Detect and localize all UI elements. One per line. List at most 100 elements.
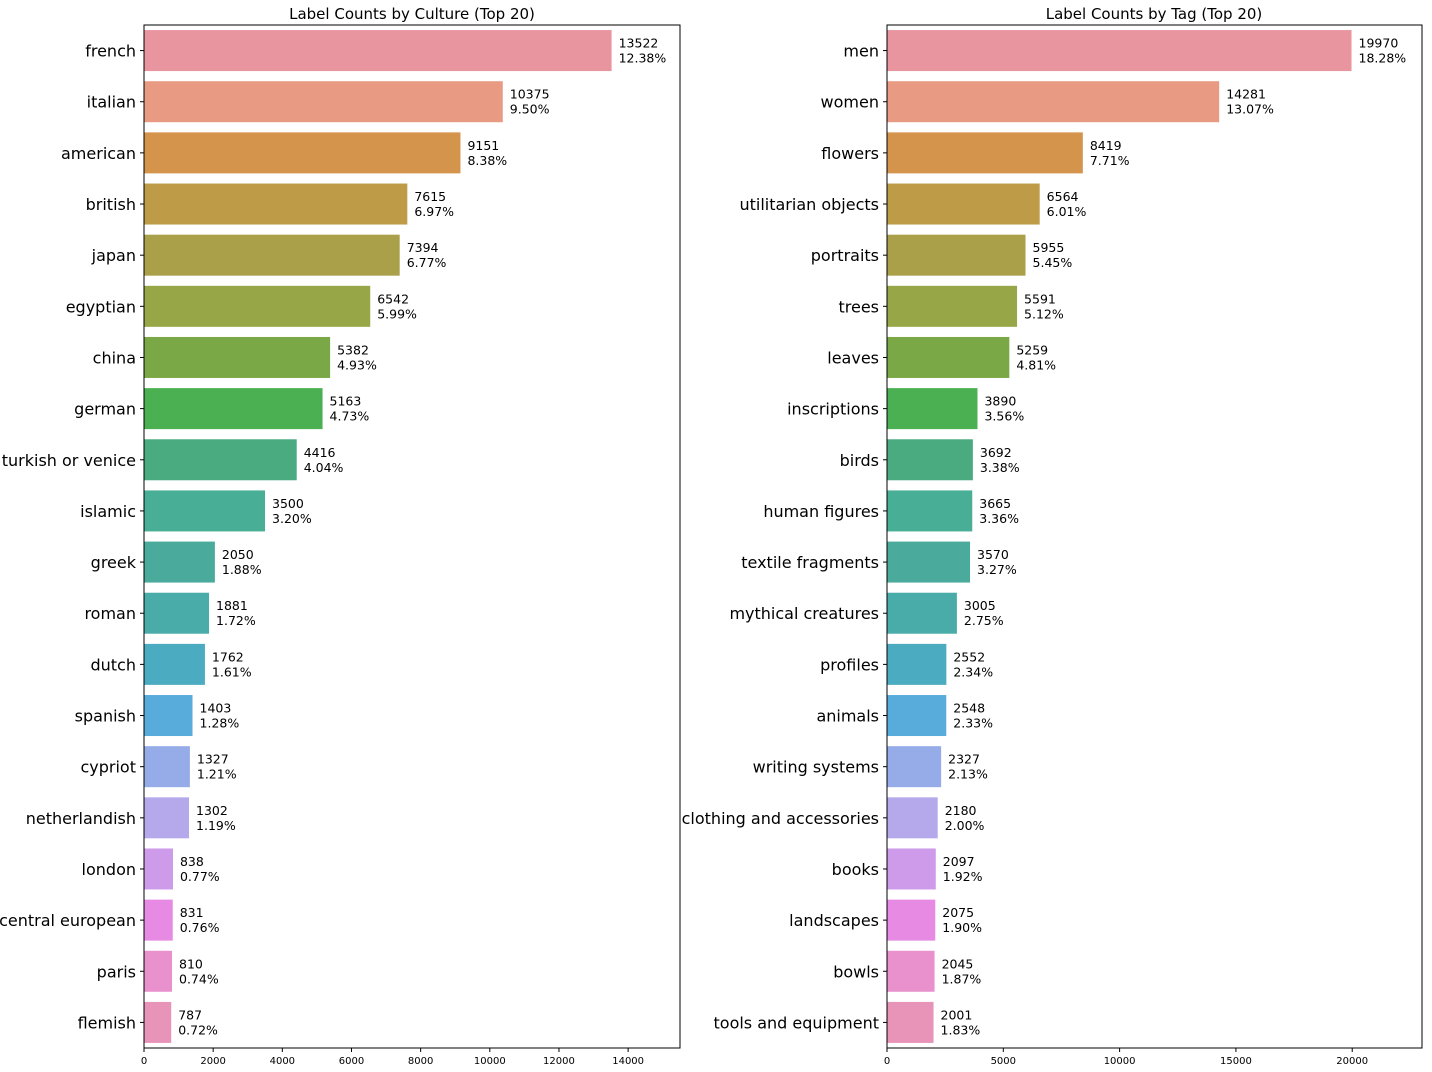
bar [144, 132, 461, 174]
value-label: 2097 [943, 854, 975, 869]
value-label: 4416 [304, 445, 336, 460]
bar [144, 899, 173, 941]
bar [887, 541, 971, 583]
axes-frame [143, 24, 681, 1049]
bar [887, 797, 938, 839]
percent-label: 12.38% [619, 51, 667, 66]
category-label: italian [87, 93, 136, 112]
percent-label: 3.36% [979, 511, 1019, 526]
value-label: 6542 [377, 291, 409, 306]
bar [144, 336, 331, 378]
percent-label: 1.19% [196, 818, 236, 833]
bar [887, 388, 978, 430]
category-label: birds [840, 451, 879, 470]
bar [887, 336, 1010, 378]
value-label: 5591 [1024, 291, 1056, 306]
value-label: 6564 [1047, 189, 1079, 204]
value-label: 3500 [272, 496, 304, 511]
x-tick-label: 15000 [1220, 1056, 1252, 1067]
bar [144, 1001, 172, 1043]
x-tick-label: 4000 [270, 1056, 295, 1067]
category-label: utilitarian objects [739, 195, 879, 214]
category-label: central european [0, 911, 136, 930]
category-label: american [61, 144, 136, 163]
value-label: 1327 [197, 752, 229, 767]
value-label: 8419 [1090, 138, 1122, 153]
category-label: portraits [811, 246, 879, 265]
value-label: 2548 [953, 701, 985, 716]
category-label: spanish [75, 707, 136, 726]
bar [887, 81, 1220, 123]
percent-label: 2.13% [948, 767, 988, 782]
percent-label: 5.12% [1024, 306, 1064, 321]
bar [887, 490, 973, 532]
percent-label: 1.83% [941, 1022, 981, 1037]
bar [887, 592, 957, 634]
value-label: 3665 [979, 496, 1011, 511]
bar [144, 592, 210, 634]
percent-label: 1.21% [197, 767, 237, 782]
value-label: 5259 [1016, 342, 1048, 357]
value-label: 2045 [942, 956, 974, 971]
percent-label: 2.34% [953, 664, 993, 679]
category-label: tools and equipment [714, 1013, 880, 1032]
bar [144, 695, 193, 737]
value-label: 2180 [945, 803, 977, 818]
bar [144, 950, 173, 992]
bar [887, 848, 936, 890]
percent-label: 0.77% [180, 869, 220, 884]
category-label: french [85, 42, 136, 61]
bar [887, 30, 1352, 72]
category-label: clothing and accessories [682, 809, 879, 828]
value-label: 838 [180, 854, 204, 869]
percent-label: 13.07% [1226, 102, 1274, 117]
value-label: 3890 [984, 394, 1016, 409]
category-label: inscriptions [787, 400, 879, 419]
x-tick-label: 5000 [991, 1056, 1016, 1067]
value-label: 7615 [414, 189, 446, 204]
percent-label: 9.50% [510, 102, 550, 117]
category-label: landscapes [789, 911, 879, 930]
axes-frame [886, 24, 1423, 1049]
tag-chart: Label Counts by Tag (Top 20) men 1997018.… [682, 5, 1423, 1067]
value-label: 5382 [337, 342, 369, 357]
bar [144, 848, 173, 890]
category-label: trees [838, 297, 879, 316]
value-label: 3692 [980, 445, 1012, 460]
percent-label: 7.71% [1090, 153, 1130, 168]
value-label: 1762 [212, 649, 244, 664]
percent-label: 1.72% [216, 613, 256, 628]
bar [144, 30, 612, 72]
percent-label: 1.88% [222, 562, 262, 577]
percent-label: 1.61% [212, 664, 252, 679]
value-label: 810 [179, 956, 203, 971]
category-label: islamic [80, 502, 136, 521]
percent-label: 6.97% [414, 204, 454, 219]
percent-label: 0.74% [179, 971, 219, 986]
x-tick-label: 12000 [543, 1056, 575, 1067]
category-label: roman [84, 604, 136, 623]
percent-label: 1.90% [942, 920, 982, 935]
percent-label: 0.72% [178, 1022, 218, 1037]
bar [144, 643, 205, 685]
category-label: british [86, 195, 136, 214]
x-tick-label: 0 [141, 1056, 147, 1067]
value-label: 2050 [222, 547, 254, 562]
value-label: 13522 [619, 36, 659, 51]
value-label: 2552 [953, 649, 985, 664]
bar [887, 439, 973, 481]
category-label: egyptian [66, 297, 136, 316]
bar [144, 183, 408, 225]
percent-label: 4.81% [1016, 357, 1056, 372]
category-label: men [843, 42, 879, 61]
category-label: japan [91, 246, 136, 265]
bar [144, 541, 215, 583]
value-label: 5955 [1033, 240, 1065, 255]
category-label: german [74, 400, 136, 419]
value-label: 2075 [942, 905, 974, 920]
bar [887, 695, 947, 737]
category-label: bowls [833, 962, 879, 981]
value-label: 831 [180, 905, 204, 920]
category-label: profiles [820, 655, 879, 674]
